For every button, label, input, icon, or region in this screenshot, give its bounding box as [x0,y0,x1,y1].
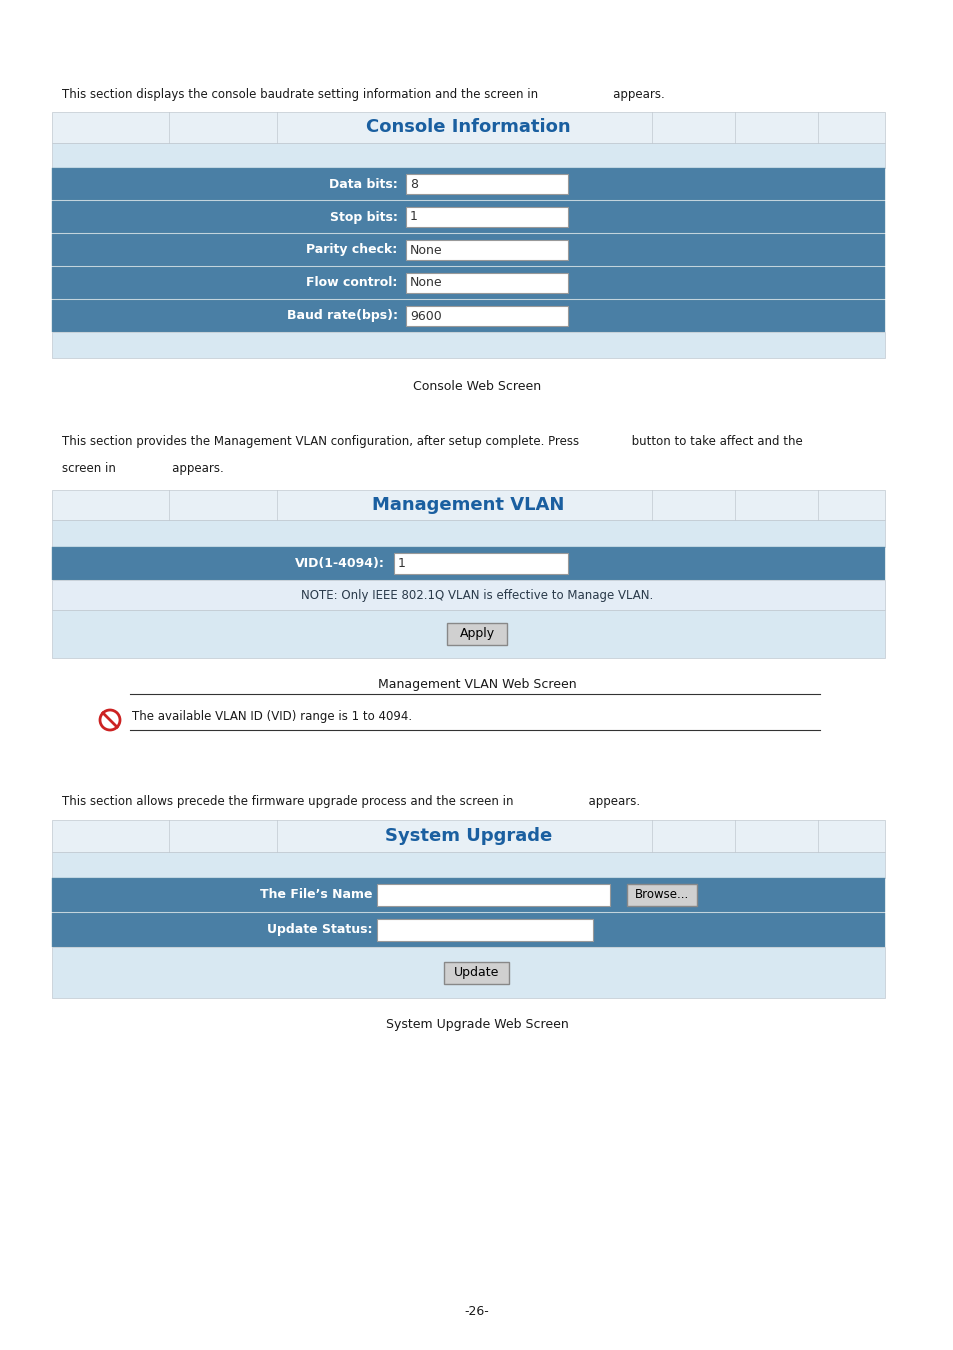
Text: Data bits:: Data bits: [329,177,397,190]
FancyBboxPatch shape [406,273,568,293]
FancyBboxPatch shape [52,332,884,358]
Text: NOTE: Only IEEE 802.1Q VLAN is effective to Manage VLAN.: NOTE: Only IEEE 802.1Q VLAN is effective… [300,589,653,602]
FancyBboxPatch shape [406,305,568,327]
FancyBboxPatch shape [376,919,593,941]
Text: Update Status:: Update Status: [267,923,373,937]
FancyBboxPatch shape [52,852,884,878]
Text: Browse...: Browse... [634,888,688,902]
Text: 8: 8 [410,177,417,190]
FancyBboxPatch shape [52,547,884,580]
FancyBboxPatch shape [394,554,568,574]
FancyBboxPatch shape [52,610,884,657]
FancyBboxPatch shape [444,961,509,984]
FancyBboxPatch shape [52,267,884,298]
Text: 1: 1 [397,558,405,570]
Text: Parity check:: Parity check: [306,243,397,256]
FancyBboxPatch shape [52,201,884,234]
Text: This section displays the console baudrate setting information and the screen in: This section displays the console baudra… [62,88,664,101]
Text: None: None [410,277,442,289]
Text: System Upgrade Web Screen: System Upgrade Web Screen [385,1018,568,1031]
FancyBboxPatch shape [52,878,884,913]
FancyBboxPatch shape [406,174,568,194]
FancyBboxPatch shape [52,112,884,143]
Text: Baud rate(bps):: Baud rate(bps): [287,309,397,323]
Text: -26-: -26- [464,1305,489,1318]
FancyBboxPatch shape [52,300,884,332]
Text: Console Information: Console Information [366,119,570,136]
Text: Stop bits:: Stop bits: [330,211,397,224]
Text: The available VLAN ID (VID) range is 1 to 4094.: The available VLAN ID (VID) range is 1 t… [132,710,412,724]
Text: 1: 1 [410,211,417,224]
Text: System Upgrade: System Upgrade [384,828,552,845]
Text: None: None [410,243,442,256]
Text: This section allows precede the firmware upgrade process and the screen in      : This section allows precede the firmware… [62,795,639,809]
FancyBboxPatch shape [447,622,506,645]
FancyBboxPatch shape [52,143,884,167]
FancyBboxPatch shape [406,207,568,227]
Text: The File’s Name: The File’s Name [260,888,373,902]
FancyBboxPatch shape [52,520,884,547]
FancyBboxPatch shape [376,884,610,906]
FancyBboxPatch shape [52,819,884,852]
Text: This section provides the Management VLAN configuration, after setup complete. P: This section provides the Management VLA… [62,435,801,448]
Text: Apply: Apply [459,628,494,640]
FancyBboxPatch shape [52,234,884,266]
FancyBboxPatch shape [52,167,884,200]
Text: 9600: 9600 [410,309,441,323]
Text: VID(1-4094):: VID(1-4094): [295,558,385,570]
Text: Update: Update [454,967,499,979]
FancyBboxPatch shape [406,240,568,261]
Text: Console Web Screen: Console Web Screen [413,379,540,393]
FancyBboxPatch shape [52,580,884,610]
FancyBboxPatch shape [52,490,884,520]
Text: Management VLAN: Management VLAN [372,495,564,514]
Text: Flow control:: Flow control: [306,277,397,289]
Text: Management VLAN Web Screen: Management VLAN Web Screen [377,678,576,691]
FancyBboxPatch shape [626,884,696,906]
Text: screen in               appears.: screen in appears. [62,462,224,475]
FancyBboxPatch shape [52,913,884,946]
FancyBboxPatch shape [52,946,884,998]
